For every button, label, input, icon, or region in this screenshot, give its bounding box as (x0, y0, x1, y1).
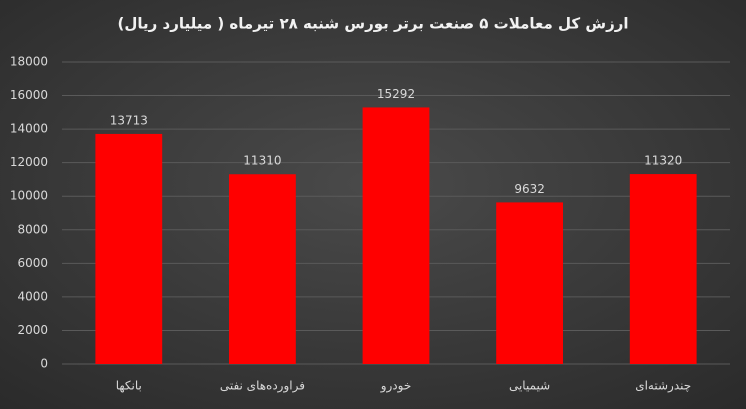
x-tick-label: چندرشته‌ای (635, 379, 691, 394)
value-label: 11310 (243, 154, 281, 168)
y-tick-label: 10000 (10, 189, 48, 203)
value-label: 13713 (110, 113, 148, 127)
y-tick-label: 16000 (10, 88, 48, 102)
y-tick-label: 2000 (17, 323, 48, 337)
bar (95, 133, 163, 364)
bar (362, 107, 430, 365)
y-tick-label: 8000 (17, 222, 48, 236)
bar (496, 202, 563, 364)
x-tick-label: خودرو (380, 379, 412, 394)
value-label: 11320 (644, 154, 682, 168)
y-tick-label: 0 (40, 357, 48, 371)
value-label: 15292 (377, 87, 415, 101)
x-tick-label: شیمیایی (509, 379, 550, 393)
bar (629, 174, 697, 364)
y-tick-label: 4000 (17, 289, 48, 303)
y-tick-label: 18000 (10, 55, 48, 69)
x-tick-label: فراورده‌های نفتی (220, 379, 305, 394)
x-tick-label: بانکها (116, 379, 142, 393)
chart-title: ارزش کل معاملات ۵ صنعت برتر بورس شنبه ۲۸… (118, 15, 629, 33)
y-tick-label: 6000 (17, 256, 48, 270)
y-tick-label: 14000 (10, 122, 48, 136)
value-label: 9632 (514, 182, 545, 196)
y-tick-label: 12000 (10, 155, 48, 169)
bar (229, 174, 296, 364)
